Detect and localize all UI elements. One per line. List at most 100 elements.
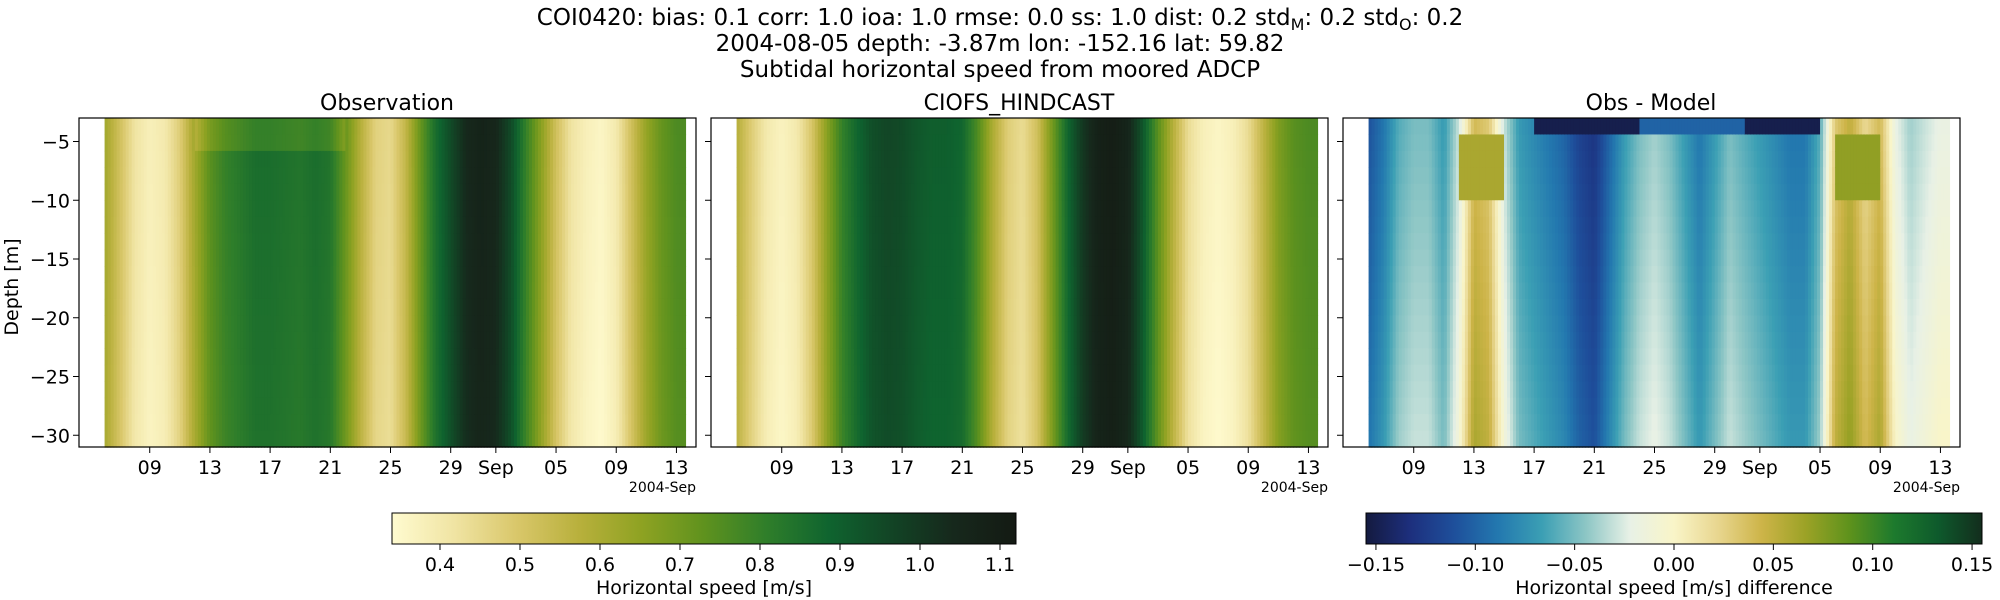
heat-cell — [613, 282, 617, 300]
heat-cell — [760, 282, 765, 300]
heat-cell — [270, 134, 274, 152]
heat-cell — [414, 249, 419, 267]
heat-cell — [194, 266, 199, 284]
heat-cell — [832, 249, 837, 267]
heat-cell — [534, 315, 539, 333]
heat-cell — [610, 397, 614, 415]
heat-cell — [471, 233, 476, 251]
heat-cell — [820, 348, 825, 366]
heat-cell — [513, 298, 518, 316]
heat-cell — [763, 348, 768, 366]
heat-cell — [203, 233, 208, 251]
heat-cell — [826, 134, 831, 152]
heat-cell — [339, 397, 343, 415]
heat-cell — [456, 430, 461, 448]
heat-cell — [507, 200, 512, 218]
heat-cell — [432, 414, 437, 432]
heat-cell — [778, 331, 783, 349]
heat-cell — [243, 397, 247, 415]
heat-cell — [240, 397, 244, 415]
heat-cell — [862, 397, 867, 415]
heat-cell — [360, 200, 365, 218]
heat-cell — [525, 216, 530, 234]
heat-cell — [453, 249, 458, 267]
heat-cell — [170, 331, 175, 349]
heat-cell — [823, 282, 828, 300]
heat-cell — [757, 331, 762, 349]
heat-cell — [462, 430, 467, 448]
heat-cell — [559, 364, 563, 382]
heat-cell — [459, 430, 464, 448]
heat-cell — [261, 118, 265, 136]
heat-cell — [420, 200, 425, 218]
heat-cell — [324, 315, 328, 333]
heat-cell — [541, 233, 545, 251]
heat-cell — [185, 414, 190, 432]
heat-cell — [507, 233, 512, 251]
heat-cell — [790, 134, 795, 152]
heat-cell — [393, 381, 398, 399]
heat-cell — [182, 315, 187, 333]
heat-cell — [212, 315, 217, 333]
heat-cell — [354, 216, 358, 234]
heat-cell — [637, 167, 641, 185]
heat-cell — [363, 364, 368, 382]
heat-cell — [751, 282, 756, 300]
heat-cell — [273, 282, 277, 300]
heat-cell — [811, 134, 816, 152]
heat-cell — [772, 364, 777, 382]
heat-cell — [516, 298, 521, 316]
heat-cell — [405, 414, 410, 432]
heat-cell — [309, 118, 313, 136]
heat-cell — [324, 348, 328, 366]
heat-cell — [122, 266, 127, 284]
heat-cell — [243, 414, 247, 432]
heat-cell — [589, 282, 593, 300]
heat-cell — [559, 118, 563, 136]
heat-cell — [447, 430, 452, 448]
heat-cell — [811, 397, 816, 415]
heat-cell — [161, 298, 166, 316]
heat-cell — [568, 200, 572, 218]
heat-cell — [315, 397, 319, 415]
heat-cell — [534, 331, 539, 349]
heat-cell — [107, 381, 112, 399]
heat-cell — [556, 414, 560, 432]
heat-cell — [841, 216, 846, 234]
heat-cell — [158, 348, 163, 366]
heat-cell — [426, 298, 431, 316]
heat-cell — [243, 200, 247, 218]
heat-cell — [565, 298, 569, 316]
heat-cell — [751, 331, 756, 349]
heat-cell — [209, 430, 214, 448]
heat-cell — [544, 381, 548, 399]
heat-cell — [300, 134, 304, 152]
heat-cell — [474, 414, 479, 432]
heat-cell — [739, 282, 744, 300]
heat-cell — [477, 414, 482, 432]
heat-cell — [547, 298, 551, 316]
heat-cell — [655, 216, 659, 234]
heat-cell — [673, 249, 678, 267]
heat-cell — [492, 397, 497, 415]
heat-cell — [796, 118, 801, 136]
heat-cell — [537, 134, 542, 152]
heat-cell — [252, 233, 256, 251]
heat-cell — [276, 430, 280, 448]
heat-cell — [580, 298, 584, 316]
heat-cell — [215, 150, 220, 168]
heat-cell — [267, 266, 271, 284]
heat-cell — [324, 118, 328, 136]
heat-cell — [640, 167, 644, 185]
heat-cell — [234, 331, 238, 349]
heat-cell — [411, 134, 416, 152]
heat-cell — [622, 233, 626, 251]
heat-cell — [372, 233, 377, 251]
heat-cell — [372, 364, 377, 382]
heat-cell — [282, 200, 286, 218]
heat-cell — [417, 167, 422, 185]
heat-cell — [104, 381, 109, 399]
heat-cell — [420, 233, 425, 251]
heat-cell — [850, 414, 855, 432]
heat-cell — [339, 200, 343, 218]
